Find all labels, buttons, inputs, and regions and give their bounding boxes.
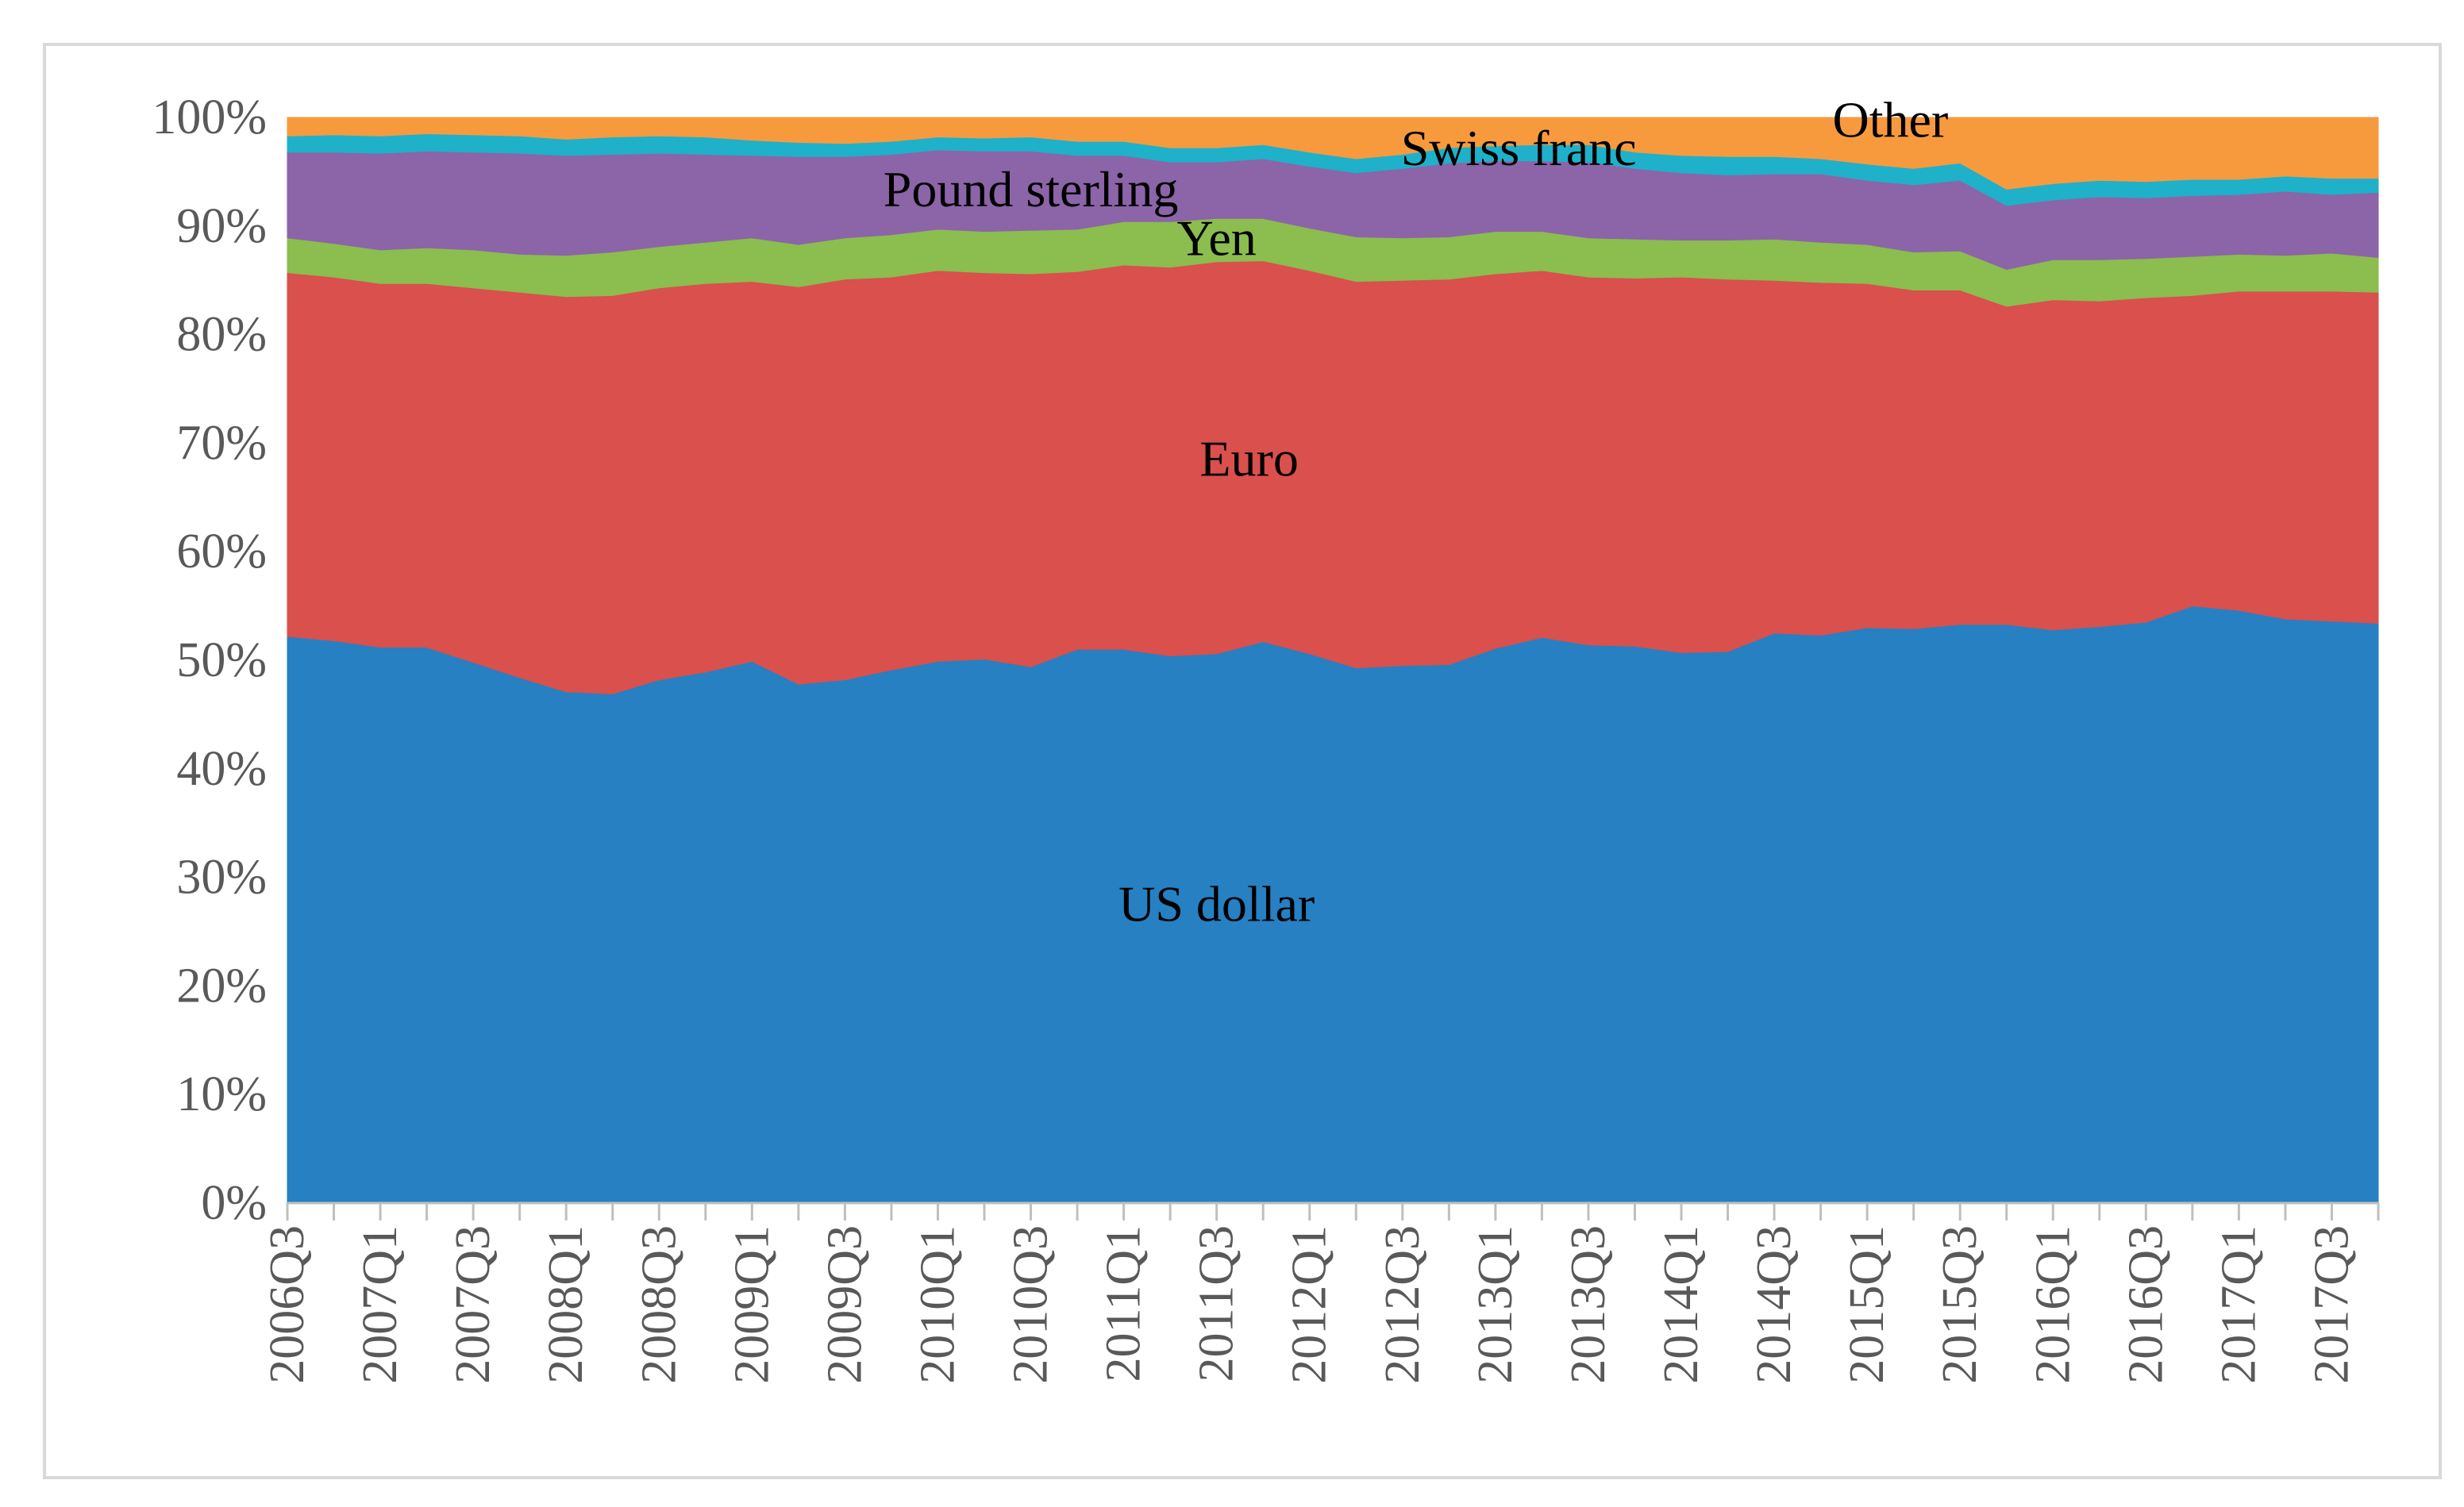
x-tick-label: 2016Q1 — [2026, 1225, 2080, 1384]
x-tick-label: 2009Q3 — [818, 1225, 872, 1384]
area-other — [287, 117, 2379, 190]
x-tick-label: 2013Q3 — [1561, 1225, 1615, 1384]
y-tick-label: 70% — [176, 416, 267, 470]
area-series-group — [287, 117, 2379, 1204]
stacked-area-chart: 0% 10% 20% 30% 40% 50% 60% 70% 80% 90% 100% 2006Q3… — [152, 90, 2380, 1384]
y-tick-label: 80% — [176, 308, 267, 362]
y-tick-labels: 0% 10% 20% 30% 40% 50% 60% 70% 80% 90% 100% — [152, 90, 267, 1230]
x-tick-label: 2009Q1 — [725, 1225, 779, 1384]
chart-frame: 0% 10% 20% 30% 40% 50% 60% 70% 80% 90% 100% 2006Q3… — [43, 43, 2442, 1479]
x-tick-label: 2017Q3 — [2304, 1225, 2358, 1384]
x-tick-label: 2011Q3 — [1190, 1225, 1244, 1382]
x-tick-label: 2014Q1 — [1654, 1225, 1708, 1384]
x-tick-label: 2013Q1 — [1469, 1225, 1523, 1384]
series-label-us-dollar: US dollar — [1118, 875, 1315, 932]
y-tick-label: 90% — [176, 199, 267, 253]
x-tick-label: 2015Q1 — [1840, 1225, 1894, 1384]
x-tick-label: 2014Q3 — [1747, 1225, 1801, 1384]
area-us-dollar — [287, 605, 2379, 1204]
y-tick-label: 60% — [176, 525, 267, 579]
x-tick-label: 2010Q1 — [911, 1225, 964, 1384]
x-tick-label: 2016Q3 — [2119, 1225, 2173, 1384]
x-tick-label: 2007Q1 — [353, 1225, 407, 1384]
y-tick-label: 20% — [176, 959, 267, 1013]
x-tick-label: 2015Q3 — [1933, 1225, 1987, 1384]
x-tick-label: 2007Q3 — [446, 1225, 500, 1384]
x-tick-labels: 2006Q3 2007Q1 2007Q3 2008Q1 2008Q3 2009Q1 2009… — [260, 1225, 2358, 1384]
x-tick-label: 2012Q3 — [1376, 1225, 1430, 1384]
y-tick-label: 40% — [176, 742, 267, 796]
axes-group — [286, 1201, 2380, 1221]
y-tick-label: 0% — [201, 1176, 267, 1230]
series-label-pound-sterling: Pound sterling — [884, 161, 1179, 217]
series-label-other: Other — [1833, 92, 1949, 148]
series-label-yen: Yen — [1177, 210, 1257, 267]
x-tick-label: 2011Q1 — [1097, 1225, 1151, 1382]
y-tick-label: 30% — [176, 851, 267, 905]
y-tick-label: 10% — [176, 1067, 267, 1121]
x-tick-label: 2008Q3 — [632, 1225, 686, 1384]
x-tick-label: 2006Q3 — [260, 1225, 314, 1384]
x-tick-label: 2012Q1 — [1283, 1225, 1337, 1384]
series-label-swiss-franc: Swiss franc — [1401, 120, 1637, 176]
y-tick-label: 100% — [152, 90, 267, 144]
area-euro — [287, 260, 2379, 694]
series-label-euro: Euro — [1199, 430, 1298, 486]
x-tick-label: 2017Q1 — [2212, 1225, 2266, 1384]
y-tick-label: 50% — [176, 633, 267, 687]
x-tick-label: 2010Q3 — [1004, 1225, 1058, 1384]
x-tick-label: 2008Q1 — [539, 1225, 593, 1384]
